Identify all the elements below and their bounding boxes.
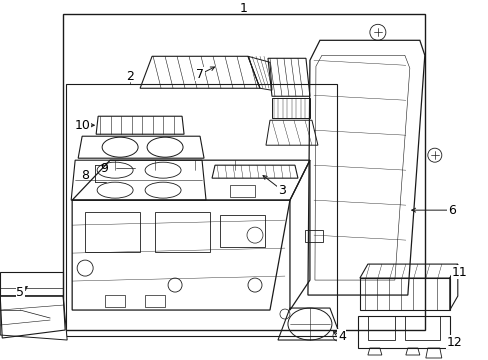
Text: 12: 12 — [446, 336, 462, 348]
Text: 6: 6 — [447, 204, 455, 217]
Text: 1: 1 — [240, 2, 247, 15]
Text: 8: 8 — [81, 169, 89, 182]
Text: 5: 5 — [16, 285, 24, 298]
Text: 11: 11 — [451, 266, 467, 279]
Text: 7: 7 — [196, 68, 203, 81]
Text: 10: 10 — [74, 119, 90, 132]
Bar — [63, 14, 424, 330]
Text: 9: 9 — [100, 162, 108, 175]
Bar — [220, 215, 264, 247]
Bar — [105, 295, 125, 307]
Text: 4: 4 — [337, 329, 345, 342]
Bar — [66, 84, 336, 336]
Bar — [229, 185, 254, 197]
Bar — [305, 230, 322, 242]
Polygon shape — [0, 296, 67, 340]
Bar — [85, 212, 140, 252]
Bar — [155, 212, 210, 252]
Bar — [145, 295, 165, 307]
Text: 3: 3 — [278, 184, 285, 197]
Text: 2: 2 — [126, 70, 134, 83]
